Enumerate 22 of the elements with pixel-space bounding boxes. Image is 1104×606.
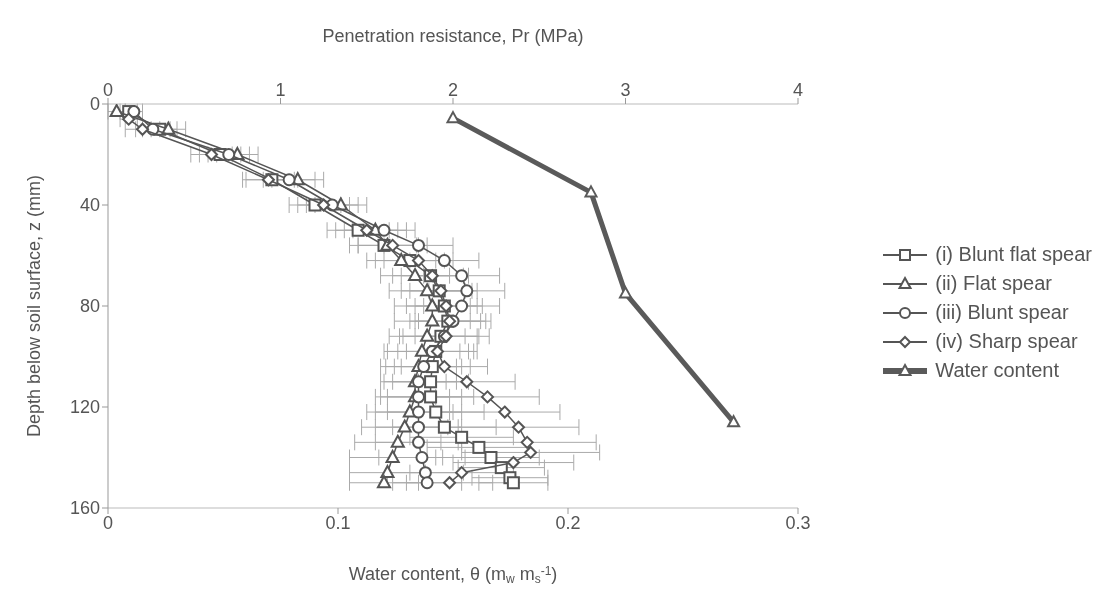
legend-label: (i) Blunt flat spear	[935, 243, 1092, 266]
x2-tick-label: 2	[447, 80, 459, 100]
legend-label: (ii) Flat spear	[935, 272, 1052, 295]
x2-axis-title: Penetration resistance, Pr (MPa)	[322, 26, 584, 46]
y-tick-label: 80	[79, 296, 100, 317]
legend-label: Water content	[935, 359, 1060, 382]
y-tick-label: 160	[69, 498, 100, 519]
x-tick-label: 0.3	[785, 512, 811, 533]
x-tick-label: 0.2	[555, 512, 581, 533]
x-axis-title: Water content, θ (m$_{w}$ m$_{s}$$^{-1}$)	[348, 563, 558, 586]
x2-tick-label: 0	[102, 80, 114, 100]
x2-tick-label: 1	[275, 80, 286, 100]
y-tick-label: 120	[69, 397, 100, 418]
x-tick-label: 0	[102, 512, 114, 533]
legend-label: (iii) Blunt spear	[935, 301, 1069, 324]
legend-label: (iv) Sharp spear	[935, 330, 1078, 353]
x2-tick-label: 3	[620, 80, 631, 100]
x-tick-label: 0.1	[325, 512, 351, 533]
y-tick-label: 40	[79, 195, 100, 216]
y-tick-label: 0	[89, 94, 100, 115]
x2-tick-label: 4	[792, 80, 804, 100]
y-axis-title: Depth below soil surface, z (mm)	[24, 174, 44, 438]
